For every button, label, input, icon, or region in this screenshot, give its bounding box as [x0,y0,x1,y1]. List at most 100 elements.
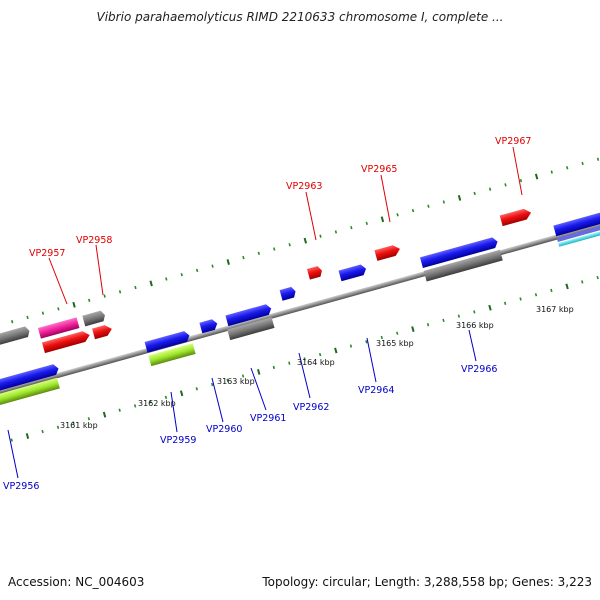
gene-feature-vp2966[interactable] [419,236,499,268]
gene-feature-vp2956-lime[interactable] [0,377,60,406]
gene-label-vp2961[interactable]: VP2961 [250,413,286,424]
scale-top-minor-tick [411,208,415,213]
gene-feature-right-blue[interactable] [553,205,600,237]
scale-top-minor-tick [257,251,260,255]
scale-top-minor-tick [488,187,492,191]
scale-top-minor-tick [288,243,291,247]
scale-top-minor-tick [134,285,137,290]
gene-feature-vp2958-gray[interactable] [82,310,106,327]
scale-bottom-minor-tick [272,365,276,370]
scale-top-minor-tick [427,204,430,208]
scale-bottom-minor-tick [581,280,584,284]
scale-label-3164: 3164 kbp [297,358,335,367]
scale-bottom-major-tick [179,390,184,397]
scale-top-minor-tick [103,294,106,298]
gene-feature-vp2959[interactable] [144,330,191,353]
accession-text: Accession: NC_004603 [8,575,145,589]
gene-label-vp2965[interactable]: VP2965 [361,164,397,175]
scale-top-minor-tick [57,307,60,311]
scale-top-major-tick [380,216,385,223]
gene-feature-vp2959-lime[interactable] [148,343,196,367]
gene-feature-vp2957[interactable] [37,317,80,339]
scale-bottom-minor-tick [550,288,553,293]
scale-label-3167: 3167 kbp [536,305,574,314]
gene-feature-vp2964[interactable] [338,263,368,282]
scale-bottom-major-tick [25,433,30,439]
scale-top-minor-tick [350,225,353,230]
scale-top-minor-tick [566,166,569,170]
scale-label-3166: 3166 kbp [456,321,494,330]
scale-bottom-minor-tick [226,378,229,382]
scale-bottom-minor-tick [519,297,522,301]
scale-top-minor-tick [211,264,214,268]
scale-bottom-minor-tick [10,438,13,442]
scale-bottom-minor-tick [288,361,291,365]
map-rotated-group [0,157,600,444]
scale-top-major-tick [303,237,308,244]
scale-top-minor-tick [550,170,553,174]
scale-top-minor-tick [596,157,600,161]
scale-top-minor-tick [365,221,368,226]
scale-bottom-minor-tick [118,408,121,412]
scale-bottom-minor-tick [457,314,461,318]
scale-top-minor-tick [581,161,584,166]
scale-bottom-minor-tick [56,425,60,429]
gene-feature-vp2961-gray[interactable] [227,317,275,341]
scale-bottom-minor-tick [596,275,599,280]
gene-feature-vp2966-gray[interactable] [423,249,503,282]
gene-label-vp2958[interactable]: VP2958 [76,235,112,246]
gene-label-vp2956[interactable]: VP2956 [3,481,39,492]
gene-feature-vp2965[interactable] [374,244,401,261]
scale-top-minor-tick [180,273,183,277]
gene-label-vp2959[interactable]: VP2959 [160,435,196,446]
leader-lines [7,146,523,479]
scale-bottom-minor-tick [503,301,507,305]
gene-feature-vp2957-red[interactable] [41,330,91,354]
chromosome-backbone [0,171,600,444]
gene-label-vp2967[interactable]: VP2967 [495,136,531,147]
scale-label-3161: 3161 kbp [60,421,98,430]
gene-feature[interactable] [0,326,31,348]
scale-bottom-major-tick [102,411,107,418]
gene-label-vp2963[interactable]: VP2963 [286,181,322,192]
scale-top-minor-tick [242,255,245,260]
gene-feature-vp2967[interactable] [499,207,533,227]
gene-label-vp2957[interactable]: VP2957 [29,248,65,259]
scale-bottom-minor-tick [133,404,137,408]
scale-bottom-minor-tick [195,387,198,391]
scale-top-minor-tick [334,230,338,234]
scale-bottom-minor-tick [303,357,306,361]
gene-feature-vp2962[interactable] [279,286,297,301]
gene-feature-vp2963[interactable] [306,265,323,280]
scale-bottom-minor-tick [365,340,368,344]
scale-bottom-minor-tick [473,310,476,314]
gene-label-vp2960[interactable]: VP2960 [206,424,242,435]
scale-bottom-major-tick [334,347,338,354]
scale-bottom-minor-tick [380,335,383,340]
scale-top-minor-tick [165,277,168,281]
gene-feature-right-stripe[interactable] [556,217,600,242]
gene-label-vp2966[interactable]: VP2966 [461,364,497,375]
gene-label-vp2964[interactable]: VP2964 [358,385,394,396]
scale-bottom-minor-tick [534,293,538,297]
scale-bottom-major-tick [565,283,569,290]
scale-top-minor-tick [519,178,523,183]
gene-label-vp2962[interactable]: VP2962 [293,402,329,413]
gene-feature-vp2961[interactable] [225,303,272,327]
scale-bottom-major-tick [488,304,492,311]
scale-top-minor-tick [442,200,446,204]
scale-label-3165: 3165 kbp [376,339,414,348]
scale-top-minor-tick [396,213,399,217]
gene-feature-vp2956[interactable] [0,363,60,393]
genome-summary-text: Topology: circular; Length: 3,288,558 bp… [262,575,592,589]
gene-feature-vp2960[interactable] [199,318,218,334]
scale-bottom-minor-tick [164,395,168,400]
scale-top-minor-tick [504,183,507,187]
scale-top-major-tick [149,280,153,287]
scale-bottom-minor-tick [349,344,353,348]
gene-feature-vp2958[interactable] [92,324,113,340]
scale-top-minor-tick [88,298,91,302]
gene-feature-right-cyan[interactable] [558,222,600,247]
scale-top-minor-tick [26,315,29,320]
